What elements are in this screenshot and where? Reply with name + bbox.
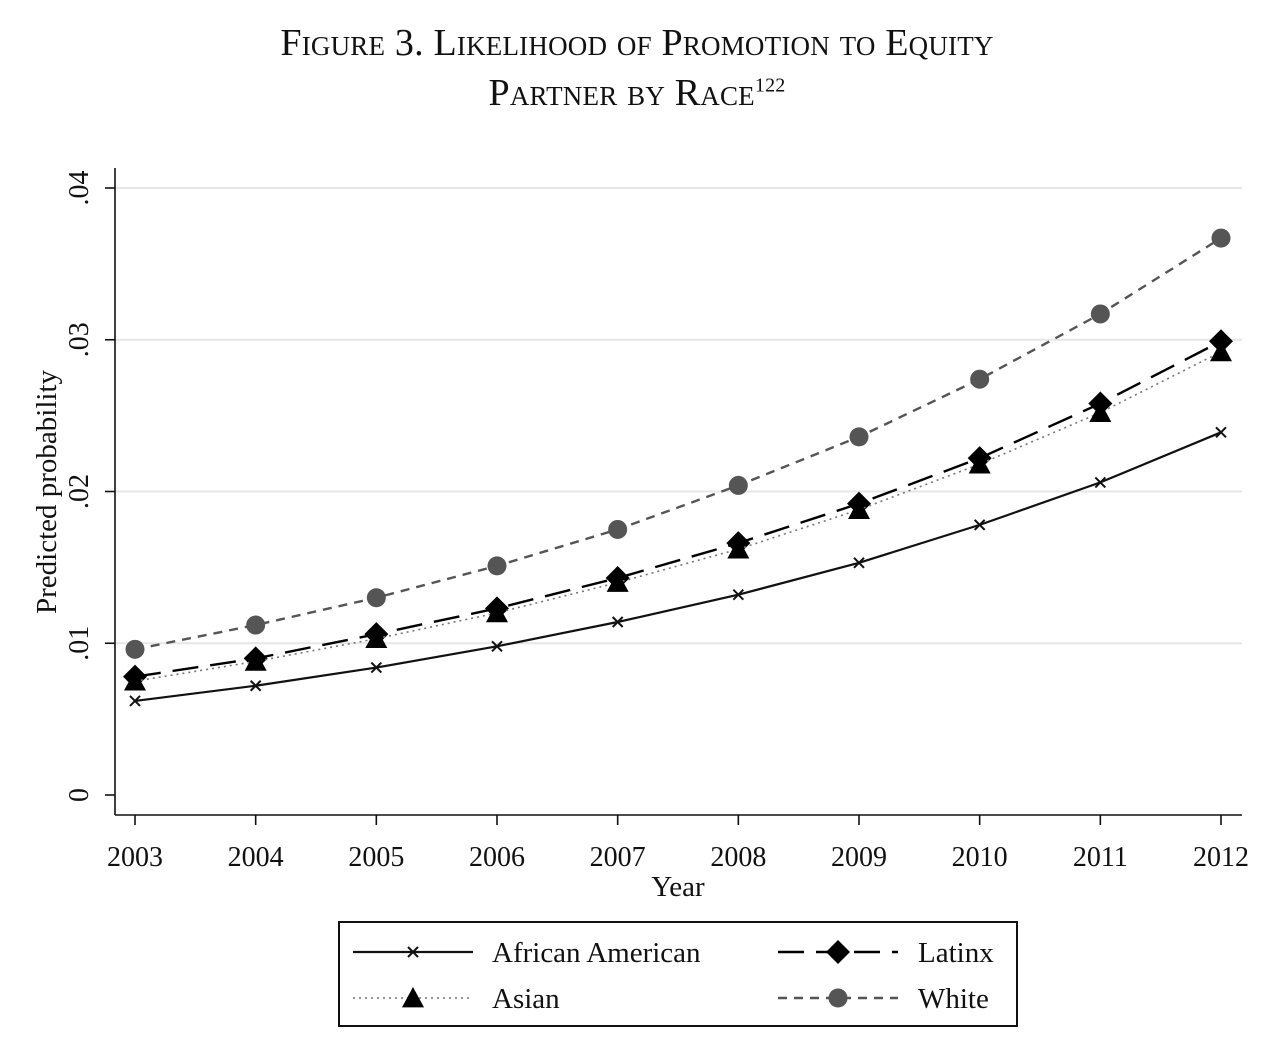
- point-african-american-2012-b: [1215, 426, 1227, 439]
- point-white-2010: [970, 369, 990, 389]
- point-african-american-2012: [1215, 426, 1227, 439]
- point-african-american-2006-b: [491, 640, 503, 652]
- point-asian-2006: [486, 601, 508, 623]
- point-white-2003: [125, 639, 145, 659]
- x-axis-title: Year: [651, 871, 705, 903]
- legend-label-asian: Asian: [492, 983, 560, 1015]
- point-white-2008: [728, 475, 748, 495]
- series-line-asian: [134, 351, 1222, 682]
- point-african-american-2010: [973, 519, 986, 531]
- legend-entry-african-american: African American: [353, 937, 701, 969]
- chart-title: Figure 3. Likelihood of Promotion to Equ…: [0, 18, 1274, 118]
- chart-title-line-1: Figure 3. Likelihood of Promotion to Equ…: [280, 22, 994, 64]
- point-asian-2008: [727, 538, 750, 559]
- x-tick-label-1: 2004: [228, 842, 284, 873]
- point-asian-2011: [1089, 401, 1112, 422]
- series-line-african-american: [134, 431, 1222, 703]
- legend-entry-white: White: [778, 983, 989, 1015]
- legend-marker-asian: [402, 987, 424, 1008]
- legend-label-african-american: African American: [492, 937, 701, 969]
- point-african-american-2009-b: [853, 557, 865, 569]
- point-african-american-2008: [732, 588, 745, 601]
- legend-entry-asian: Asian: [353, 983, 560, 1015]
- x-tick-label-6: 2009: [831, 842, 887, 873]
- point-african-american-2003: [129, 695, 141, 707]
- point-african-american-2008-b: [732, 588, 745, 601]
- x-tick-label-4: 2007: [590, 842, 646, 873]
- title-footnote: 122: [754, 74, 786, 97]
- point-white-2004: [246, 615, 266, 635]
- y-tick-label-2: .02: [64, 474, 95, 509]
- y-tick-label-4: .04: [64, 171, 95, 206]
- legend-entry-latinx: Latinx: [778, 937, 994, 969]
- point-african-american-2010-b: [973, 519, 986, 531]
- point-asian-2010: [968, 453, 991, 474]
- legend: African American Latinx Asian White: [338, 921, 1018, 1027]
- point-white-2009: [849, 427, 869, 447]
- x-tick-label-7: 2010: [952, 842, 1008, 873]
- point-african-american-2009: [853, 557, 865, 569]
- point-african-american-2004: [249, 680, 262, 692]
- x-tick-label-8: 2011: [1073, 842, 1128, 873]
- point-asian-2003: [124, 670, 146, 691]
- point-african-american-2003-b: [129, 695, 141, 707]
- legend-marker-african-american-b: [407, 946, 419, 958]
- point-asian-2004: [244, 650, 267, 671]
- legend-box: [338, 921, 1018, 1027]
- x-tick-label-9: 2012: [1193, 842, 1249, 873]
- series-line-white: [134, 237, 1222, 651]
- point-african-american-2005: [370, 661, 383, 674]
- point-asian-2012: [1210, 340, 1232, 362]
- x-tick-label-0: 2003: [107, 842, 163, 873]
- point-asian-2005: [365, 627, 388, 649]
- y-tick-label-0: 0: [64, 788, 95, 802]
- point-african-american-2011-b: [1094, 476, 1107, 489]
- x-tick-label-5: 2008: [710, 842, 766, 873]
- point-white-2006: [487, 556, 507, 576]
- point-white-2005: [366, 588, 386, 608]
- series-line-latinx: [134, 340, 1222, 678]
- gridlines: [115, 187, 1242, 645]
- series-asian: [124, 340, 1232, 691]
- point-african-american-2006: [491, 640, 503, 652]
- series-white: [125, 228, 1231, 659]
- point-african-american-2004-b: [249, 680, 262, 692]
- axes: 0 .01 .02 .03 .04 2003 2004 2005 2006 2007 2008 200…: [64, 168, 1249, 873]
- point-white-2012: [1211, 228, 1231, 248]
- y-tick-label-3: .03: [64, 322, 95, 357]
- point-asian-2007: [606, 571, 629, 592]
- point-african-american-2007: [611, 616, 624, 628]
- chart-title-line-2-text: Partner by Race: [488, 72, 755, 114]
- legend-label-latinx: Latinx: [918, 937, 994, 969]
- point-asian-2009: [848, 498, 870, 520]
- series-group: [123, 228, 1233, 707]
- series-african-american: [129, 426, 1227, 707]
- y-tick-label-1: .01: [64, 626, 95, 661]
- point-african-american-2005-b: [370, 661, 383, 674]
- y-axis-title: Predicted probability: [31, 369, 63, 614]
- series-latinx: [123, 329, 1233, 689]
- legend-marker-white: [828, 988, 848, 1008]
- x-tick-label-3: 2006: [469, 842, 525, 873]
- chart-title-line-2: Partner by Race122: [0, 68, 1274, 118]
- point-white-2011: [1090, 304, 1110, 324]
- point-african-american-2011: [1094, 476, 1107, 489]
- legend-marker-latinx: [826, 940, 850, 964]
- point-white-2007: [608, 519, 628, 539]
- legend-label-white: White: [918, 983, 989, 1015]
- point-african-american-2007-b: [611, 616, 624, 628]
- legend-marker-african-american: [407, 946, 419, 958]
- x-tick-label-2: 2005: [348, 842, 404, 873]
